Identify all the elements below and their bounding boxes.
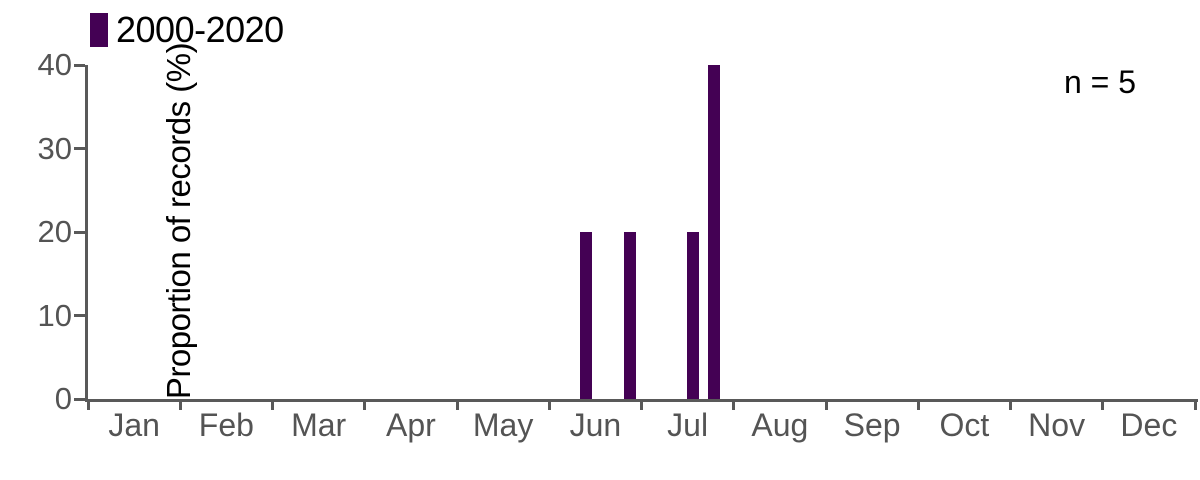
- x-axis-tick: [824, 399, 828, 410]
- x-tick-label-jan: Jan: [108, 407, 160, 443]
- x-axis-tick: [455, 399, 459, 410]
- y-tick-label-10: 10: [37, 297, 72, 333]
- x-tick-label-sep: Sep: [843, 407, 901, 443]
- y-tick-label-20: 20: [37, 214, 72, 249]
- x-axis-tick: [640, 399, 643, 410]
- y-tick-label-30: 30: [37, 130, 72, 166]
- bar-jul-20: [687, 232, 700, 399]
- x-axis-tick: [86, 399, 90, 410]
- y-tick-label-40: 40: [37, 47, 72, 82]
- bar-jun-20: [623, 232, 636, 399]
- y-axis-tick: [74, 147, 85, 150]
- sample-size-annotation: n = 5: [1063, 64, 1137, 100]
- x-axis-tick: [271, 399, 274, 410]
- y-axis-tick: [74, 63, 85, 67]
- plot-area: Jan Feb Mar Apr May Jun Jul Aug Sep Oct Nov Dec 0 10 2…: [38, 47, 1198, 443]
- bar-jun-20: [580, 232, 593, 399]
- x-axis-tick: [178, 399, 182, 410]
- x-tick-label-may: May: [472, 407, 534, 443]
- x-axis-tick: [1193, 399, 1197, 410]
- x-axis-tick: [732, 399, 736, 410]
- x-tick-label-dec: Dec: [1120, 407, 1178, 443]
- x-axis-tick: [916, 399, 920, 410]
- y-axis-tick: [74, 230, 85, 234]
- y-axis-tick: [74, 397, 85, 401]
- x-tick-label-aug: Aug: [751, 407, 809, 443]
- legend-swatch: [90, 13, 108, 47]
- y-axis-tick: [74, 314, 85, 317]
- bar-jul-40: [708, 65, 721, 399]
- y-tick-label-0: 0: [54, 381, 72, 416]
- x-tick-label-feb: Feb: [198, 407, 254, 443]
- x-axis-tick: [547, 399, 551, 410]
- x-tick-label-mar: Mar: [291, 407, 347, 443]
- legend: 2000-2020: [90, 12, 284, 48]
- x-axis-tick: [1009, 399, 1012, 410]
- x-tick-label-jun: Jun: [569, 407, 622, 443]
- x-axis-tick: [363, 399, 367, 410]
- x-axis-tick: [1101, 399, 1105, 410]
- legend-label: 2000-2020: [116, 9, 284, 50]
- x-tick-label-nov: Nov: [1028, 407, 1086, 443]
- x-tick-label-apr: Apr: [385, 407, 436, 443]
- x-tick-label-oct: Oct: [939, 407, 990, 443]
- x-tick-label-jul: Jul: [667, 407, 709, 443]
